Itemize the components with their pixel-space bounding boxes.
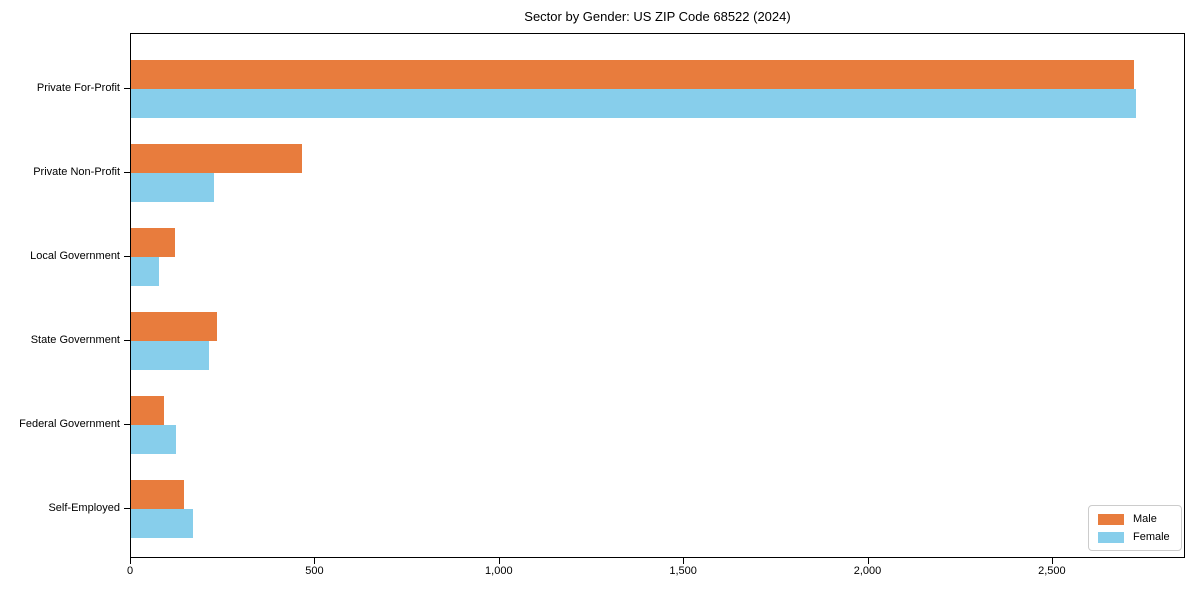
legend-swatch-male — [1098, 513, 1124, 525]
bar-female-self-employed — [131, 509, 193, 538]
x-axis-tick-mark — [1051, 558, 1053, 564]
x-axis-tick-label: 500 — [305, 565, 324, 577]
y-axis-category-label-self-employed: Self-Employed — [48, 502, 120, 514]
bar-male-state-government — [131, 312, 217, 341]
y-axis-category-label-private-non-profit: Private Non-Profit — [33, 166, 120, 178]
x-axis-tick-mark — [130, 558, 131, 564]
x-axis-tick-mark — [314, 558, 316, 564]
y-axis-tick-mark — [124, 88, 130, 89]
y-axis-tick-mark — [124, 340, 130, 341]
x-axis-tick-mark — [683, 558, 685, 564]
legend-label-male: Male — [1133, 513, 1157, 525]
legend: Male Female — [1088, 505, 1182, 551]
x-axis-tick-label: 2,000 — [853, 565, 882, 577]
y-axis-category-label-federal-government: Federal Government — [19, 418, 120, 430]
y-axis-tick-mark — [124, 172, 130, 173]
bar-female-private-non-profit — [131, 173, 214, 202]
bar-male-private-for-profit — [131, 60, 1134, 89]
x-axis-tick-label: 2,500 — [1038, 565, 1066, 577]
y-axis-category-label-local-government: Local Government — [30, 250, 120, 262]
bar-female-local-government — [131, 257, 160, 286]
chart-title: Sector by Gender: US ZIP Code 68522 (202… — [524, 9, 791, 24]
x-axis-tick-label: 1,000 — [485, 565, 513, 577]
y-axis-tick-mark — [124, 508, 130, 509]
x-axis-tick-mark — [867, 558, 869, 564]
x-axis-tick-mark — [498, 558, 500, 564]
bar-male-private-non-profit — [131, 144, 302, 173]
legend-label-female: Female — [1133, 531, 1170, 543]
bar-female-private-for-profit — [131, 89, 1136, 118]
y-axis-category-label-private-for-profit: Private For-Profit — [36, 82, 120, 94]
x-axis-tick-label: 1,500 — [669, 565, 697, 577]
y-axis-tick-mark — [124, 256, 130, 257]
legend-entry-female: Female — [1098, 531, 1170, 543]
bar-male-self-employed — [131, 480, 184, 509]
legend-swatch-female — [1098, 531, 1124, 543]
bar-female-federal-government — [131, 425, 176, 454]
legend-entry-male: Male — [1098, 513, 1170, 525]
bar-female-state-government — [131, 341, 209, 370]
y-axis-tick-mark — [124, 424, 130, 425]
bar-male-federal-government — [131, 396, 164, 425]
bar-male-local-government — [131, 228, 175, 257]
x-axis-tick-label: 0 — [126, 565, 134, 577]
y-axis-category-label-state-government: State Government — [30, 334, 120, 346]
plot-area — [130, 33, 1185, 558]
